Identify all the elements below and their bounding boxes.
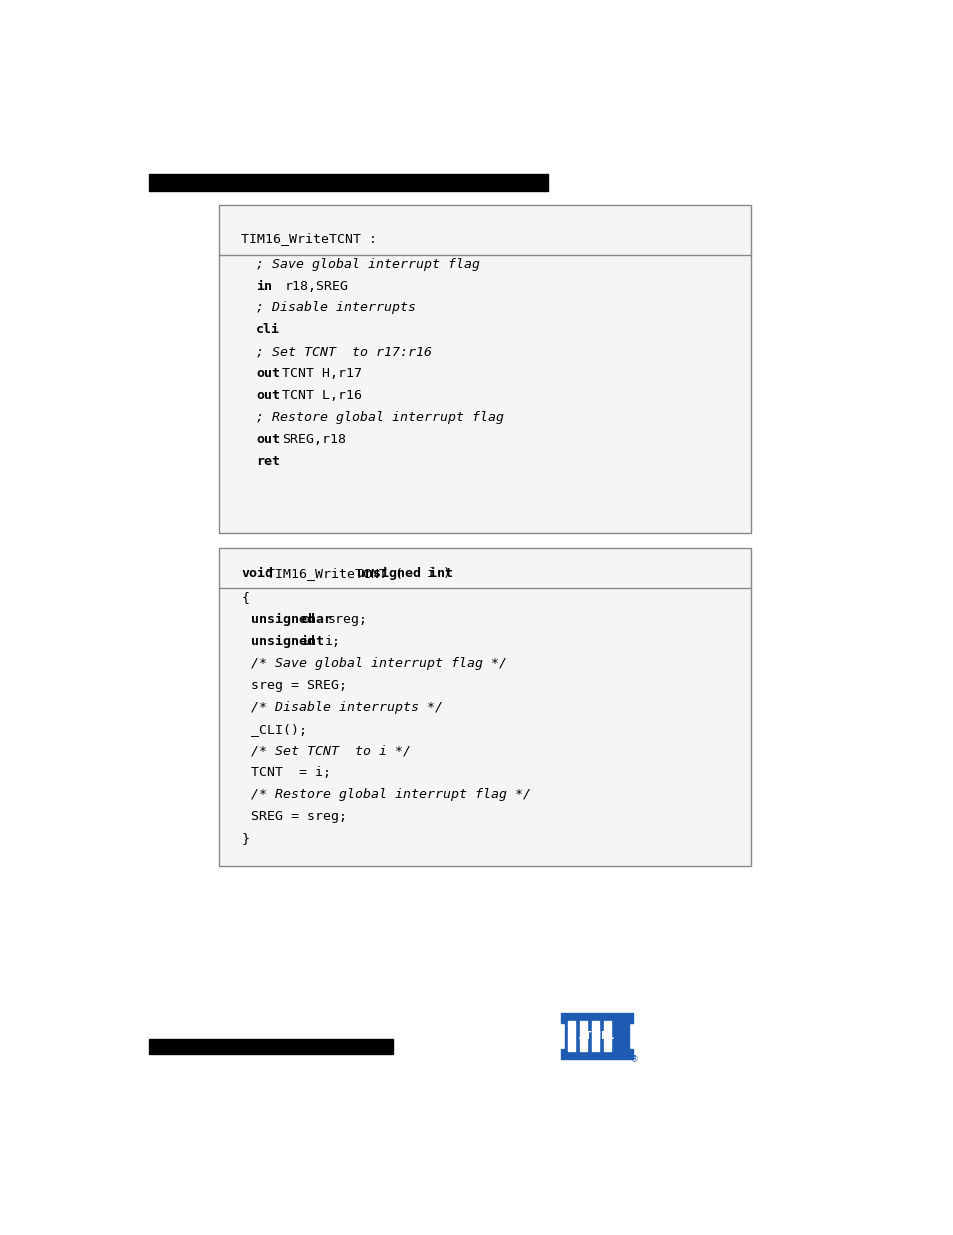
Text: SREG,r18: SREG,r18 — [282, 432, 346, 446]
Text: int: int — [300, 635, 324, 648]
Text: TCNT L,r16: TCNT L,r16 — [282, 389, 361, 401]
Text: i ): i ) — [426, 567, 451, 579]
Text: ATMEL: ATMEL — [578, 1031, 615, 1041]
Text: ; Save global interrupt flag: ; Save global interrupt flag — [255, 258, 479, 270]
Text: }: } — [241, 832, 249, 845]
Bar — [591, 1021, 598, 1051]
Text: unsigned: unsigned — [251, 614, 314, 626]
Bar — [603, 1021, 610, 1051]
Text: sreg = SREG;: sreg = SREG; — [251, 679, 347, 692]
Text: sreg;: sreg; — [328, 614, 367, 626]
Text: ; Disable interrupts: ; Disable interrupts — [255, 301, 416, 315]
Text: ®: ® — [630, 1055, 638, 1063]
Bar — [560, 1013, 633, 1023]
Text: TIM16_WriteTCNT :: TIM16_WriteTCNT : — [241, 232, 376, 245]
Text: /* Set TCNT  to i */: /* Set TCNT to i */ — [251, 745, 411, 757]
Text: {: { — [241, 592, 249, 604]
Text: /* Disable interrupts */: /* Disable interrupts */ — [251, 700, 442, 714]
Text: r18,SREG: r18,SREG — [284, 279, 348, 293]
Text: void: void — [241, 567, 273, 579]
Text: _CLI();: _CLI(); — [251, 722, 307, 736]
Text: char: char — [300, 614, 332, 626]
Text: /* Restore global interrupt flag */: /* Restore global interrupt flag */ — [251, 788, 530, 802]
Bar — [564, 1021, 628, 1051]
Text: ret: ret — [255, 454, 280, 468]
Text: out: out — [255, 389, 280, 401]
Bar — [579, 1021, 587, 1051]
Bar — [567, 1021, 575, 1051]
Bar — [219, 205, 751, 534]
Text: cli: cli — [255, 324, 280, 336]
Text: out: out — [255, 367, 280, 380]
Text: unsigned int: unsigned int — [357, 567, 453, 579]
Bar — [149, 174, 547, 191]
Text: in: in — [255, 279, 272, 293]
Text: TCNT H,r17: TCNT H,r17 — [282, 367, 361, 380]
Text: SREG = sreg;: SREG = sreg; — [251, 810, 347, 824]
Text: /* Save global interrupt flag */: /* Save global interrupt flag */ — [251, 657, 506, 671]
Text: out: out — [255, 432, 280, 446]
Bar — [149, 1039, 393, 1053]
Text: ; Restore global interrupt flag: ; Restore global interrupt flag — [255, 411, 503, 424]
Bar — [560, 1049, 633, 1060]
Text: TCNT  = i;: TCNT = i; — [251, 767, 331, 779]
Text: ; Set TCNT  to r17:r16: ; Set TCNT to r17:r16 — [255, 346, 432, 358]
Text: unsigned: unsigned — [251, 635, 314, 648]
Bar — [219, 547, 751, 866]
Text: TIM16_WriteTCNT (: TIM16_WriteTCNT ( — [267, 567, 411, 579]
Text: i;: i; — [324, 635, 340, 648]
